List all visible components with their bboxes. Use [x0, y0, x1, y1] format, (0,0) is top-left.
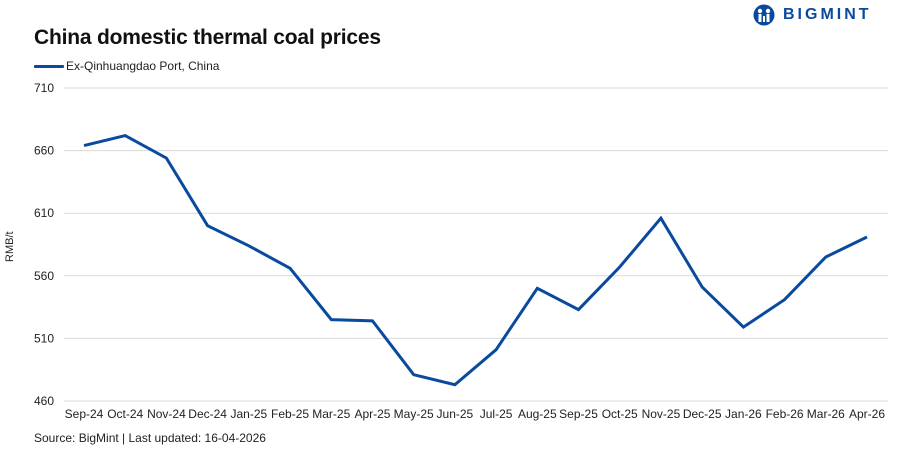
source-note: Source: BigMint | Last updated: 16-04-20… [34, 431, 266, 445]
x-tick-label: Sep-24 [65, 407, 104, 421]
y-tick-label: 610 [34, 206, 54, 220]
x-tick-label: Sep-25 [559, 407, 598, 421]
y-tick-label: 510 [34, 331, 54, 345]
x-tick-label: Feb-26 [766, 407, 804, 421]
y-axis-ticks: 460 510 560 610 660 710 [34, 81, 54, 408]
bigmint-logo-text: BIGMINT [783, 6, 872, 23]
x-axis-ticks: Sep-24 Oct-24 Nov-24 Dec-24 Jan-25 Feb-25 Mar-… [65, 407, 886, 421]
y-tick-label: 660 [34, 144, 54, 158]
x-tick-label: Feb-25 [271, 407, 309, 421]
legend-label: Ex-Qinhuangdao Port, China [66, 59, 220, 73]
chart-title: China domestic thermal coal prices [34, 26, 381, 49]
x-tick-label: Mar-26 [807, 407, 845, 421]
x-tick-label: Oct-25 [602, 407, 638, 421]
x-tick-label: Apr-26 [849, 407, 885, 421]
x-tick-label: Dec-24 [188, 407, 227, 421]
x-tick-label: Mar-25 [312, 407, 350, 421]
x-tick-label: Jul-25 [480, 407, 513, 421]
bigmint-logo-icon [753, 4, 775, 26]
series-line-ex-qinhuangdao [83, 134, 868, 387]
x-tick-label: Aug-25 [518, 407, 557, 421]
x-tick-label: Jun-25 [437, 407, 474, 421]
y-tick-label: 460 [34, 394, 54, 408]
x-tick-label: Apr-25 [354, 407, 390, 421]
x-tick-label: May-25 [394, 407, 434, 421]
x-tick-label: Jan-26 [725, 407, 762, 421]
y-tick-label: 710 [34, 81, 54, 95]
y-tick-label: 560 [34, 269, 54, 283]
x-tick-label: Dec-25 [683, 407, 722, 421]
x-tick-label: Jan-25 [230, 407, 267, 421]
gridlines [64, 87, 888, 402]
legend-line-swatch [34, 64, 64, 68]
x-tick-label: Oct-24 [107, 407, 143, 421]
bigmint-logo: BIGMINT [753, 4, 872, 26]
x-tick-label: Nov-24 [147, 407, 186, 421]
x-tick-label: Nov-25 [642, 407, 681, 421]
chart-legend: Ex-Qinhuangdao Port, China [34, 59, 219, 73]
